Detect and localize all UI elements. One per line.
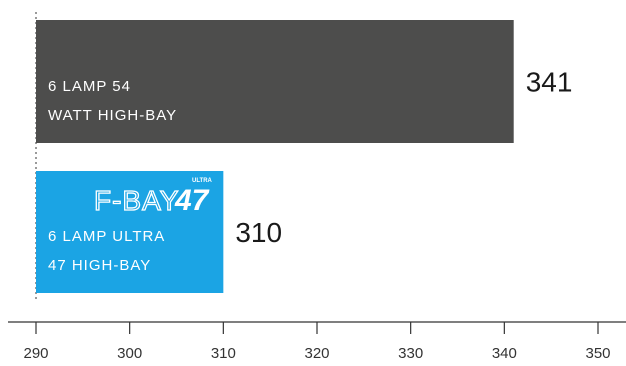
x-tick-label: 350 [585,345,610,362]
f-bay-47-logo: F-BAY 47 ULTRA [93,178,213,217]
logo-number: 47 [174,184,210,217]
x-tick-label: 320 [304,345,329,362]
value-label: 341 [526,67,573,98]
x-axis-ticks: 290 300 310 320 330 340 350 [23,322,611,362]
bar-label-line-1: 6 LAMP ULTRA [48,228,165,245]
x-tick-label: 340 [492,345,517,362]
x-tick-label: 290 [23,345,48,362]
bar-6-lamp-54-watt [36,20,514,143]
x-tick-label: 330 [398,345,423,362]
x-tick-label: 300 [117,345,142,362]
bar-label-line-2: 47 HIGH-BAY [48,257,151,274]
value-label: 310 [235,217,282,248]
bar-label-line-2: WATT HIGH-BAY [48,107,177,124]
bar-label-line-1: 6 LAMP 54 [48,78,131,95]
logo-superscript: ULTRA [192,178,213,184]
x-tick-label: 310 [211,345,236,362]
logo-text: F-BAY [94,185,179,216]
bar-6-lamp-ultra-47 [36,171,224,293]
